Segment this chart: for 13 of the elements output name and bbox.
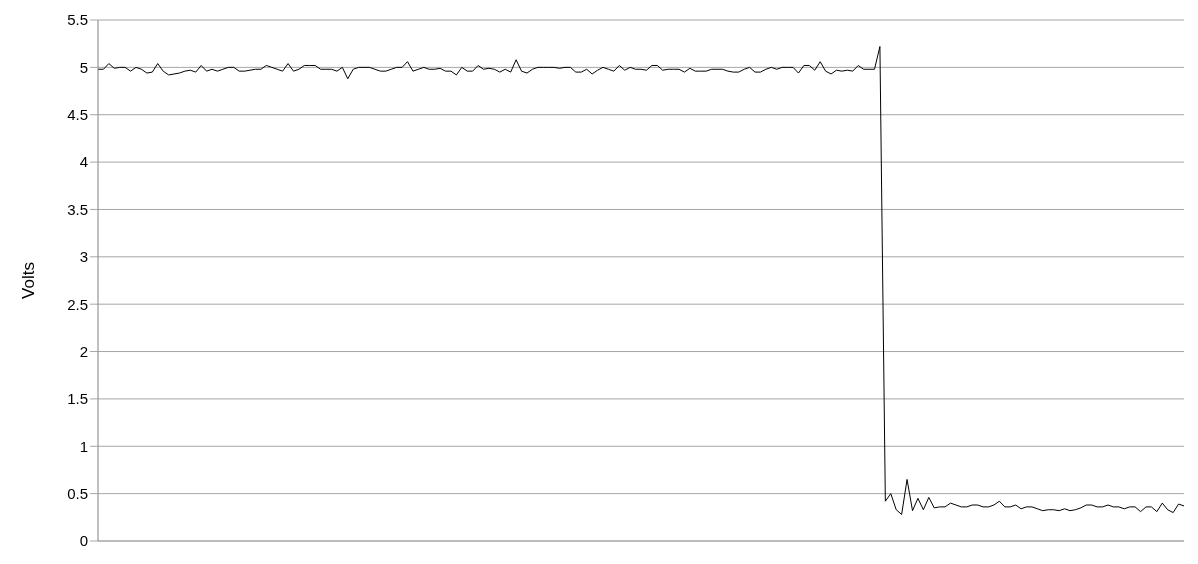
y-tick-label: 3.5 [67,200,88,218]
y-tick-label: 4.5 [67,106,88,124]
y-tick-label: 5.5 [67,11,88,29]
y-tick-label: 0 [79,532,88,550]
y-tick-label: 3 [79,248,88,266]
y-tick-label: 1.5 [67,390,88,408]
y-tick-label: 4 [79,153,88,171]
y-tick-label: 5 [79,58,88,76]
y-tick-label: 0.5 [67,484,88,502]
y-tick-label: 2 [79,342,88,360]
y-tick-label: 1 [79,437,88,455]
y-axis-title: Volts [19,262,39,299]
y-tick-label: 2.5 [67,295,88,313]
